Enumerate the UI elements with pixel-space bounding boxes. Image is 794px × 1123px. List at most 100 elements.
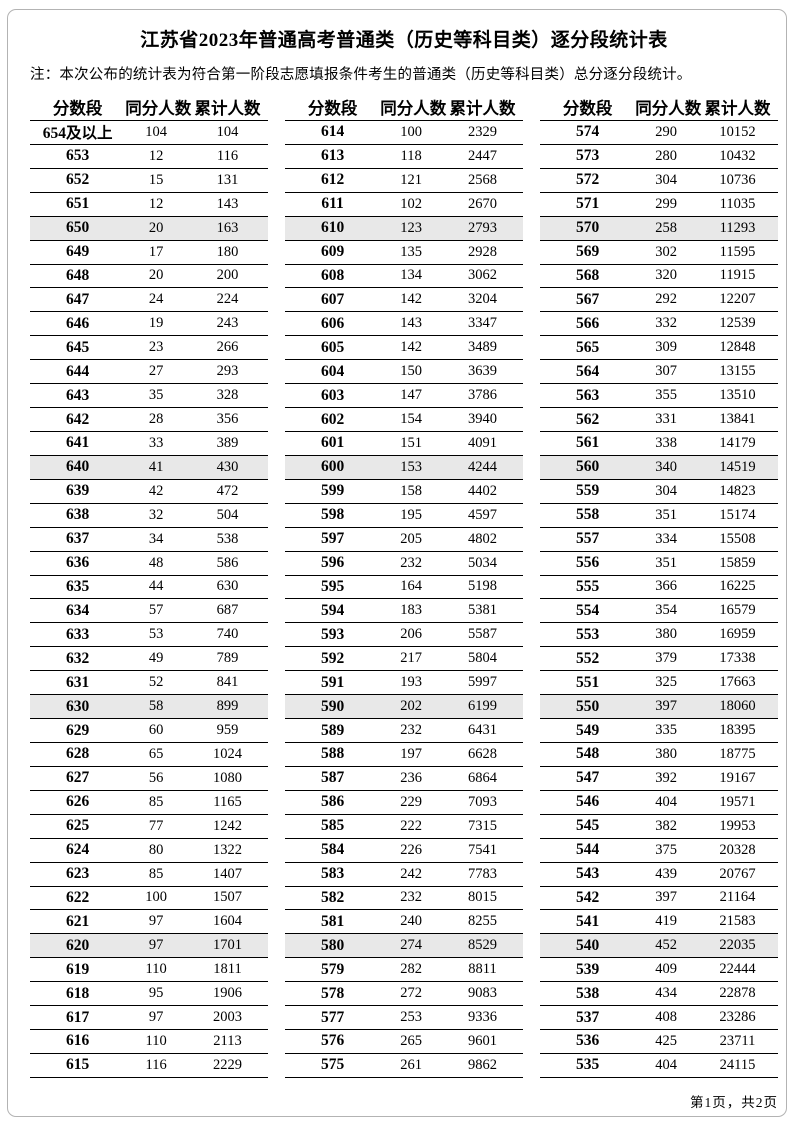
cumulative-count-cell: 630: [216, 578, 239, 595]
score-range-cell: 600: [320, 458, 345, 476]
cumulative-count-cell: 163: [216, 219, 239, 236]
cumulative-count-cell: 5587: [468, 626, 498, 643]
table-row: 596 232 5034: [285, 552, 523, 576]
cumulative-count-cell: 8529: [468, 937, 498, 954]
table-row: 641 33 389: [30, 432, 268, 456]
score-range-cell: 643: [65, 386, 90, 404]
table-row: 624 80 1322: [30, 839, 268, 863]
cumulative-count-cell: 23286: [719, 1009, 756, 1026]
score-range-cell: 624: [65, 841, 90, 859]
score-range-cell: 586: [320, 793, 345, 811]
cumulative-count-cell: 12848: [719, 339, 756, 356]
score-range-cell: 540: [575, 936, 600, 954]
cumulative-count-cell: 1906: [213, 985, 243, 1002]
same-score-count-cell: 232: [400, 889, 422, 906]
score-range-cell: 556: [575, 554, 600, 572]
cumulative-count-cell: 20328: [719, 841, 756, 858]
score-range-cell: 617: [65, 1008, 90, 1026]
score-range-cell: 618: [65, 984, 90, 1002]
table-row: 539 409 22444: [540, 958, 778, 983]
score-range-cell: 620: [65, 936, 90, 954]
cumulative-count-cell: 143: [216, 195, 239, 212]
score-range-cell: 621: [65, 912, 90, 930]
table-row: 560 340 14519: [540, 455, 778, 480]
table-row: 653 12 116: [30, 145, 268, 169]
same-score-count-cell: 309: [655, 339, 677, 356]
table-row: 608 134 3062: [285, 265, 523, 289]
same-score-count-cell: 97: [148, 1009, 164, 1026]
table-row: 631 52 841: [30, 671, 268, 696]
table-row: 601 151 4091: [285, 432, 523, 456]
score-range-cell: 649: [65, 243, 90, 261]
cumulative-count-cell: 9336: [468, 1009, 498, 1026]
score-range-cell: 610: [320, 219, 345, 237]
cumulative-count-cell: 19953: [719, 817, 756, 834]
table-header-row: 分数段 同分人数 累计人数: [30, 93, 268, 120]
score-table-1: 分数段 同分人数 累计人数 654及以上 104 104 653 12 116 …: [30, 93, 268, 1078]
score-range-cell: 576: [320, 1032, 345, 1050]
table-row: 617 97 2003: [30, 1006, 268, 1031]
table-row: 566 332 12539: [540, 312, 778, 337]
cumulative-count-cell: 266: [216, 339, 239, 356]
same-score-count-cell: 116: [145, 1056, 167, 1073]
score-range-cell: 638: [65, 506, 90, 524]
same-score-count-cell: 41: [148, 458, 164, 475]
table-row: 619 110 1811: [30, 958, 268, 983]
same-score-count-cell: 97: [148, 937, 164, 954]
same-score-count-cell: 17: [148, 243, 164, 260]
same-score-count-cell: 56: [148, 769, 164, 786]
table-row: 588 197 6628: [285, 743, 523, 767]
cumulative-count-cell: 3639: [468, 363, 498, 380]
same-score-count-cell: 158: [400, 482, 422, 499]
same-score-count-cell: 290: [655, 123, 677, 140]
table-row: 535 404 24115: [540, 1054, 778, 1078]
score-range-cell: 538: [575, 984, 600, 1002]
cumulative-count-cell: 8255: [468, 913, 498, 930]
table-row: 587 236 6864: [285, 767, 523, 791]
cumulative-count-cell: 7315: [468, 817, 498, 834]
cumulative-count-cell: 3940: [468, 411, 498, 428]
column-header: 累计人数: [449, 98, 516, 118]
cumulative-count-cell: 5804: [468, 650, 498, 667]
table-row: 537 408 23286: [540, 1006, 778, 1031]
table-row: 569 302 11595: [540, 241, 778, 265]
score-range-cell: 551: [575, 673, 600, 691]
table-row: 557 334 15508: [540, 528, 778, 552]
score-range-cell: 635: [65, 577, 90, 595]
score-range-cell: 642: [65, 410, 90, 428]
table-body: 574 290 10152 573 280 10432 572 304 1073…: [540, 120, 778, 1078]
same-score-count-cell: 302: [655, 243, 677, 260]
table-row: 545 382 19953: [540, 815, 778, 839]
table-row: 621 97 1604: [30, 910, 268, 935]
same-score-count-cell: 135: [400, 243, 422, 260]
score-range-cell: 598: [320, 506, 345, 524]
table-row: 639 42 472: [30, 480, 268, 504]
table-header-row: 分数段 同分人数 累计人数: [285, 93, 523, 120]
same-score-count-cell: 222: [400, 817, 422, 834]
table-row: 548 380 18775: [540, 743, 778, 767]
same-score-count-cell: 282: [400, 961, 422, 978]
same-score-count-cell: 142: [400, 339, 422, 356]
table-row: 591 193 5997: [285, 671, 523, 696]
same-score-count-cell: 366: [655, 578, 677, 595]
table-row: 635 44 630: [30, 576, 268, 600]
score-range-cell: 627: [65, 769, 90, 787]
table-row: 616 110 2113: [30, 1030, 268, 1054]
cumulative-count-cell: 11293: [719, 219, 756, 236]
same-score-count-cell: 143: [400, 315, 422, 332]
same-score-count-cell: 397: [655, 698, 677, 715]
table-row: 567 292 12207: [540, 288, 778, 313]
score-range-cell: 615: [65, 1056, 90, 1074]
cumulative-count-cell: 9601: [468, 1032, 498, 1049]
cumulative-count-cell: 12539: [719, 315, 756, 332]
score-range-cell: 650: [65, 219, 90, 237]
same-score-count-cell: 49: [148, 650, 164, 667]
score-range-cell: 564: [575, 362, 600, 380]
same-score-count-cell: 240: [400, 913, 422, 930]
table-row: 609 135 2928: [285, 241, 523, 265]
score-range-cell: 613: [320, 147, 345, 165]
same-score-count-cell: 19: [148, 315, 164, 332]
table-row: 550 397 18060: [540, 695, 778, 720]
cumulative-count-cell: 4402: [468, 482, 498, 499]
same-score-count-cell: 404: [655, 793, 677, 810]
